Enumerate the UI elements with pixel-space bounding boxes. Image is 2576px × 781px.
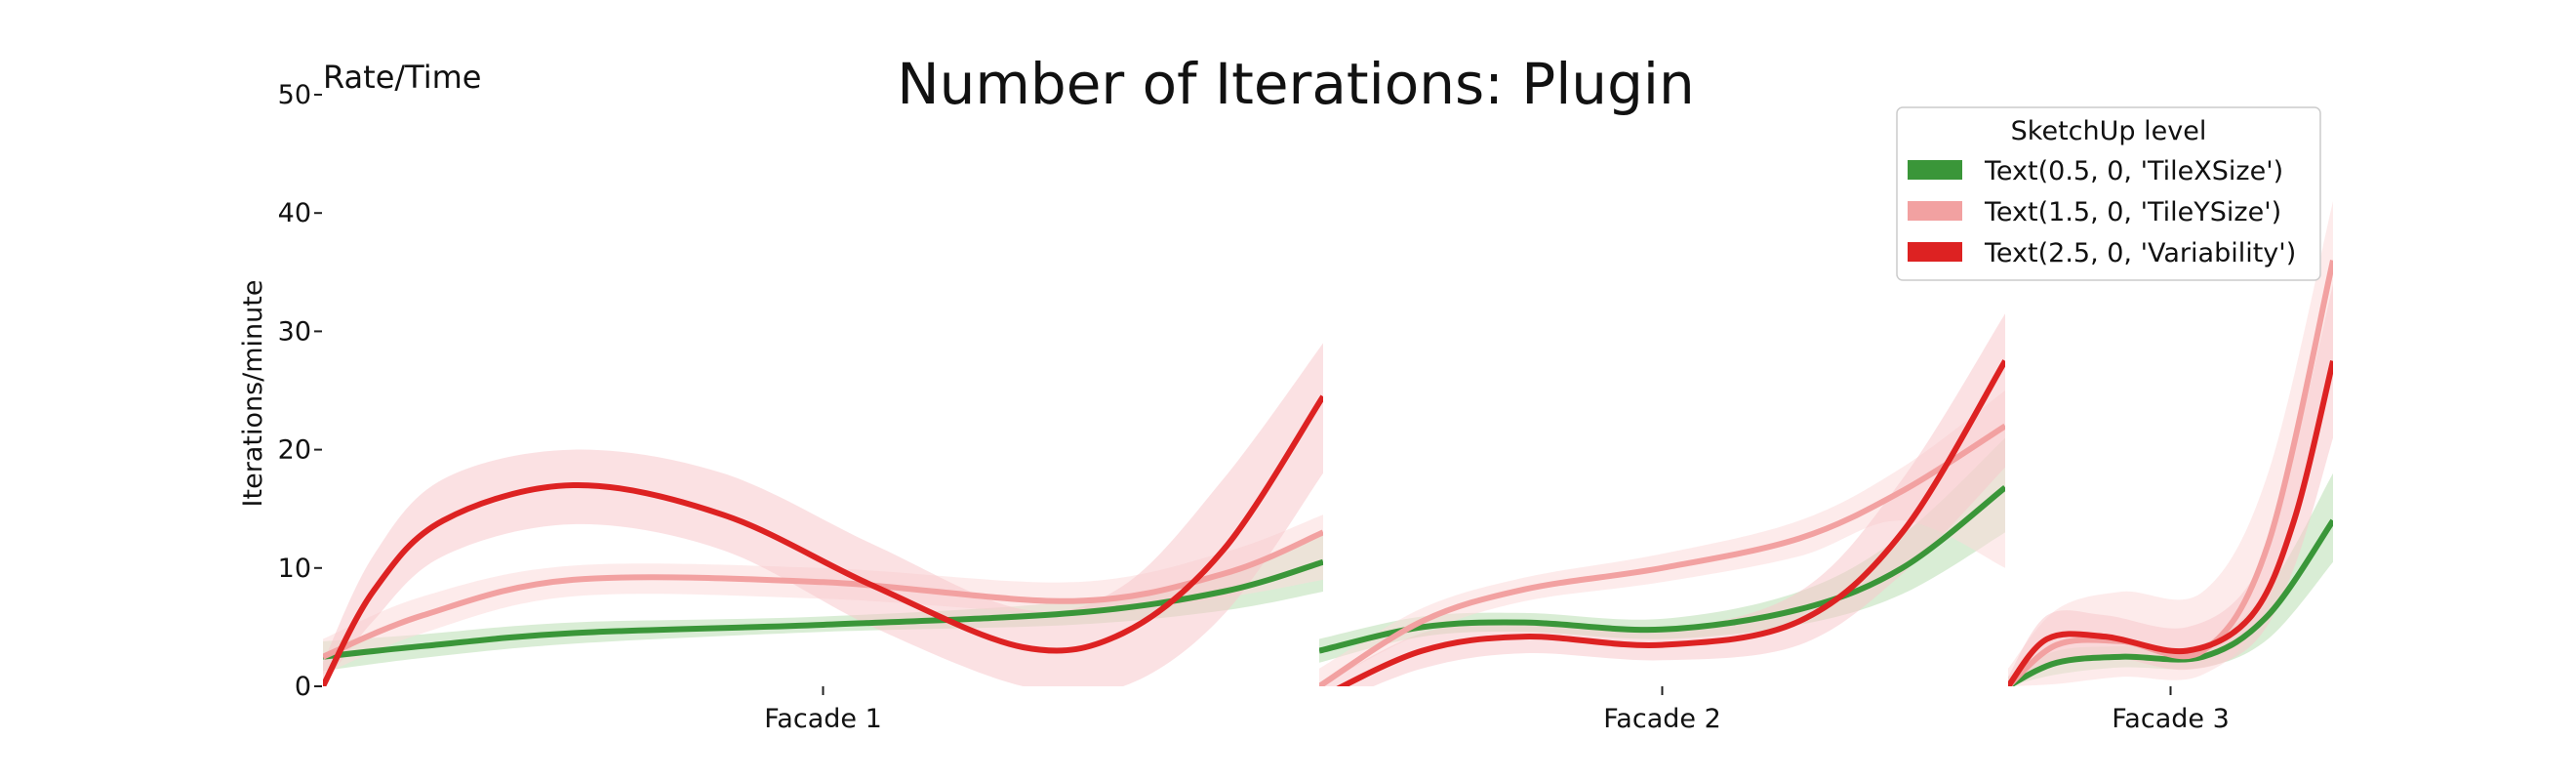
line-series-1-panel-2: [2008, 260, 2333, 686]
chart-title: Number of Iterations: Plugin: [897, 51, 1695, 117]
y-tick-label: 30: [278, 316, 311, 347]
line-series-0-panel-1: [1319, 485, 2005, 654]
line-series-1-panel-0: [323, 529, 1323, 660]
legend-title: SketchUp level: [2011, 116, 2207, 146]
y-tick-label: 20: [278, 435, 311, 466]
band-series-1-panel-2: [2008, 201, 2333, 686]
legend-entries: Text(0.5, 0, 'TileXSize') Text(1.5, 0, 'T…: [1908, 156, 2296, 268]
band-series-0-panel-0: [323, 532, 1323, 672]
line-series-0-panel-2: [2008, 518, 2333, 686]
legend: SketchUp level Text(0.5, 0, 'TileXSize')…: [1896, 106, 2321, 281]
y-tick-label: 50: [278, 80, 311, 110]
legend-label: Text(1.5, 0, 'TileYSize'): [1984, 197, 2281, 227]
line-series-2-panel-1: [1336, 359, 2005, 686]
legend-swatch: [1908, 242, 1962, 262]
legend-label: Text(0.5, 0, 'TileXSize'): [1984, 156, 2283, 186]
legend-frame: [1896, 106, 2321, 281]
y-tick-label: 10: [278, 554, 311, 584]
y-tick-label: 0: [295, 672, 311, 702]
x-tick-label: Facade 2: [1603, 704, 1721, 734]
series-lines: [323, 260, 2333, 686]
x-axis: Facade 1 Facade 2 Facade 3: [764, 686, 2230, 734]
legend-swatch: [1908, 201, 1962, 221]
x-tick-label: Facade 1: [764, 704, 882, 734]
line-series-1-panel-1: [1319, 423, 2005, 686]
band-series-2-panel-0: [323, 343, 1323, 686]
corner-label: Rate/Time: [323, 59, 481, 96]
line-series-0-panel-0: [323, 558, 1323, 660]
legend-label: Text(2.5, 0, 'Variability'): [1984, 238, 2296, 268]
band-series-2-panel-1: [1319, 313, 2005, 686]
y-axis-label: Iterations/minute: [238, 280, 268, 508]
line-series-2-panel-0: [323, 394, 1323, 686]
x-tick-label: Facade 3: [2112, 704, 2230, 734]
legend-swatch: [1908, 160, 1962, 180]
y-tick-label: 40: [278, 198, 311, 228]
line-series-2-panel-2: [2008, 359, 2333, 686]
y-axis: 0 10 20 30 40 50: [278, 80, 322, 702]
